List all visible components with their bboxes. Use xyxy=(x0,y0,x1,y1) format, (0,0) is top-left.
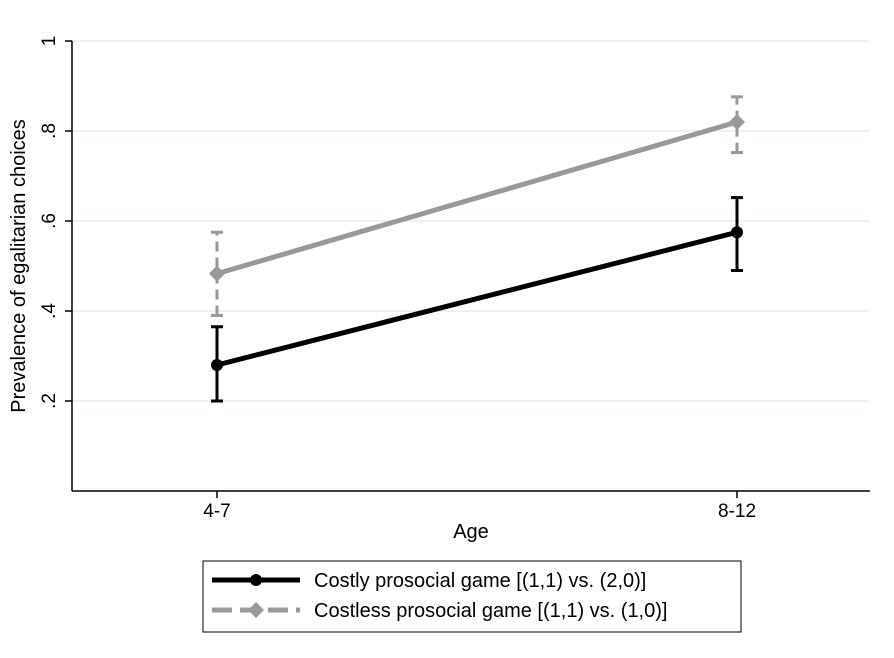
series xyxy=(209,95,745,403)
legend-key-marker xyxy=(250,574,262,586)
data-point xyxy=(211,359,223,371)
y-tick-label: .8 xyxy=(39,123,60,139)
y-tick-label: .6 xyxy=(39,213,60,229)
y-tick-label: .4 xyxy=(39,303,60,319)
axes xyxy=(71,41,870,492)
y-tick-label: .2 xyxy=(39,393,60,409)
y-ticks: .2 .4 .6 .8 1 xyxy=(39,36,72,409)
series-line xyxy=(216,119,738,277)
gridlines xyxy=(72,40,870,402)
data-point xyxy=(731,226,743,239)
x-axis-title: Age xyxy=(453,521,489,543)
data-point xyxy=(729,114,745,130)
legend-box xyxy=(202,560,742,633)
x-tick-label: 4-7 xyxy=(203,501,230,522)
legend: Costly prosocial game [(1,1) vs. (2,0)] C… xyxy=(202,560,742,633)
legend-label: Costly prosocial game [(1,1) vs. (2,0)] xyxy=(314,570,646,592)
data-point xyxy=(209,265,225,282)
y-tick-label: 1 xyxy=(39,36,60,47)
x-tick-label: 8-12 xyxy=(718,501,756,522)
x-ticks: 4-7 8-12 xyxy=(203,491,756,522)
series-line xyxy=(216,229,738,368)
series-group xyxy=(211,196,743,403)
legend-key-marker xyxy=(248,602,264,618)
series-group xyxy=(209,95,745,317)
y-axis-title: Prevalence of egalitarian choices xyxy=(8,119,30,413)
legend-label: Costless prosocial game [(1,1) vs. (1,0)… xyxy=(314,600,667,622)
